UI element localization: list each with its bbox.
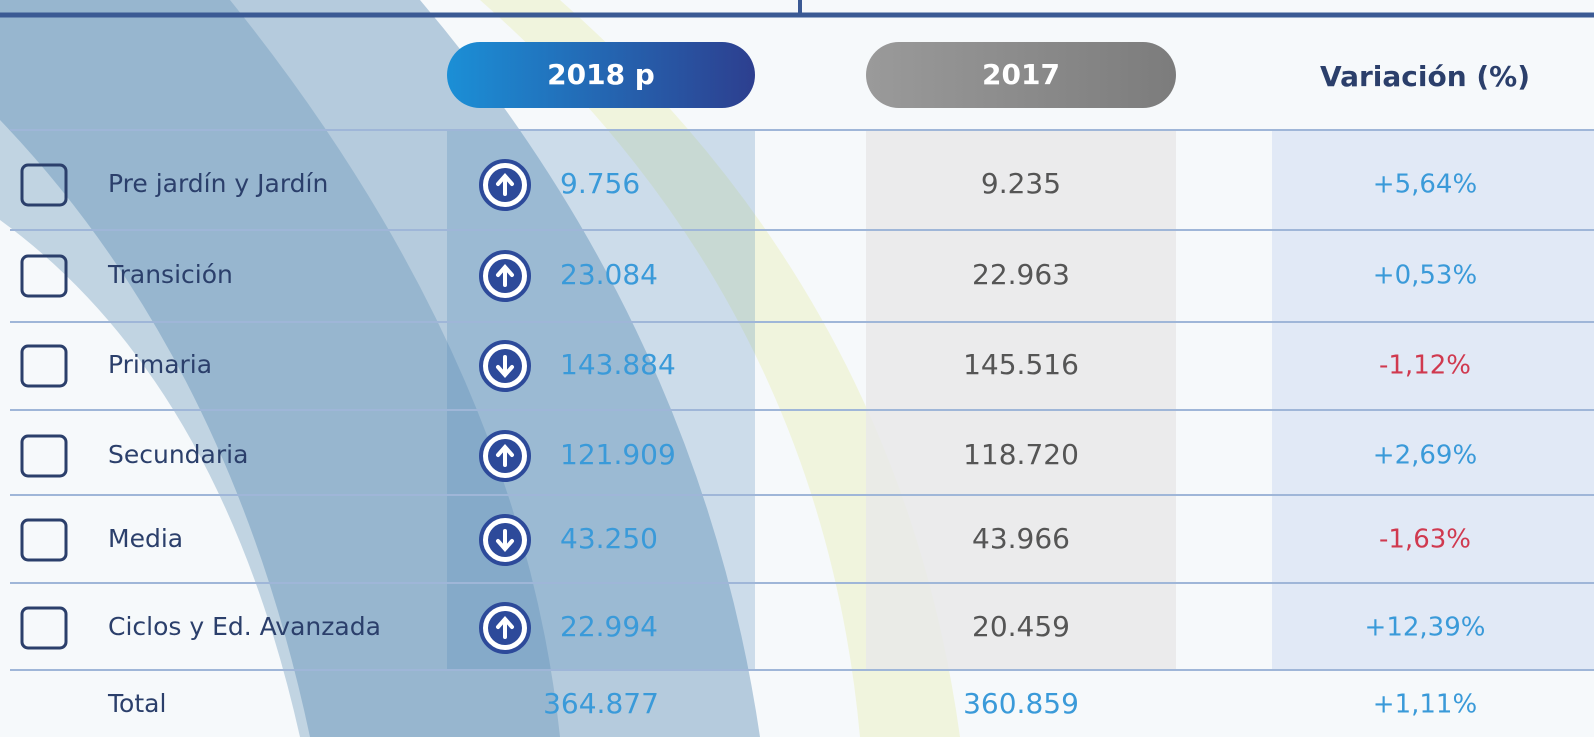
row-icon [20, 434, 68, 478]
arrow [496, 615, 514, 639]
arrow [496, 443, 514, 467]
row-icon [20, 163, 68, 207]
value-2018: 22.994 [560, 610, 658, 643]
variation: -1,63% [1379, 525, 1471, 555]
row-label: Ciclos y Ed. Avanzada [108, 612, 381, 641]
total-2018: 364.877 [543, 687, 659, 720]
value-2017: 145.516 [963, 348, 1079, 381]
row-label: Media [108, 524, 183, 553]
variation: -1,12% [1379, 351, 1471, 381]
value-2018: 23.084 [560, 258, 658, 291]
value-2017: 22.963 [972, 258, 1070, 291]
row-icon [20, 254, 68, 298]
row-label: Secundaria [108, 440, 248, 469]
table-body: Pre jardín y Jardín 9.756 9.235 +5,64% Trans… [10, 129, 1594, 720]
trend-arrow-icon [479, 250, 531, 302]
column-header: 2018 p [547, 58, 655, 91]
arrow [496, 529, 514, 553]
arrow [496, 263, 514, 287]
row-label: Pre jardín y Jardín [108, 169, 328, 198]
row-icon [20, 606, 68, 650]
header-pill-2018 [447, 42, 755, 108]
value-2017: 118.720 [963, 438, 1079, 471]
variation: +2,69% [1373, 441, 1477, 471]
trend-arrow-icon [479, 602, 531, 654]
variation: +0,53% [1373, 261, 1477, 291]
header-pill-2017 [866, 42, 1176, 108]
value-2017: 20.459 [972, 610, 1070, 643]
trend-arrow-icon [479, 159, 531, 211]
value-2017: 43.966 [972, 522, 1070, 555]
variation: +12,39% [1365, 613, 1486, 643]
row-label: Primaria [108, 350, 212, 379]
row-label: Transición [107, 260, 233, 289]
total-2017: 360.859 [963, 687, 1079, 720]
value-2018: 121.909 [560, 438, 676, 471]
column-header: Variación (%) [1320, 60, 1530, 93]
row-icon [20, 344, 68, 388]
row-icon [20, 518, 68, 562]
arrow [496, 172, 514, 196]
value-2017: 9.235 [981, 167, 1061, 200]
value-2018: 43.250 [560, 522, 658, 555]
trend-arrow-icon [479, 340, 531, 392]
trend-arrow-icon [479, 430, 531, 482]
value-2018: 143.884 [560, 348, 676, 381]
arrow [496, 355, 514, 379]
trend-arrow-icon [479, 514, 531, 566]
variation: +5,64% [1373, 170, 1477, 200]
value-2018: 9.756 [560, 167, 640, 200]
column-header: 2017 [982, 58, 1060, 91]
total-label: Total [107, 689, 166, 718]
total-variation: +1,11% [1373, 690, 1477, 720]
